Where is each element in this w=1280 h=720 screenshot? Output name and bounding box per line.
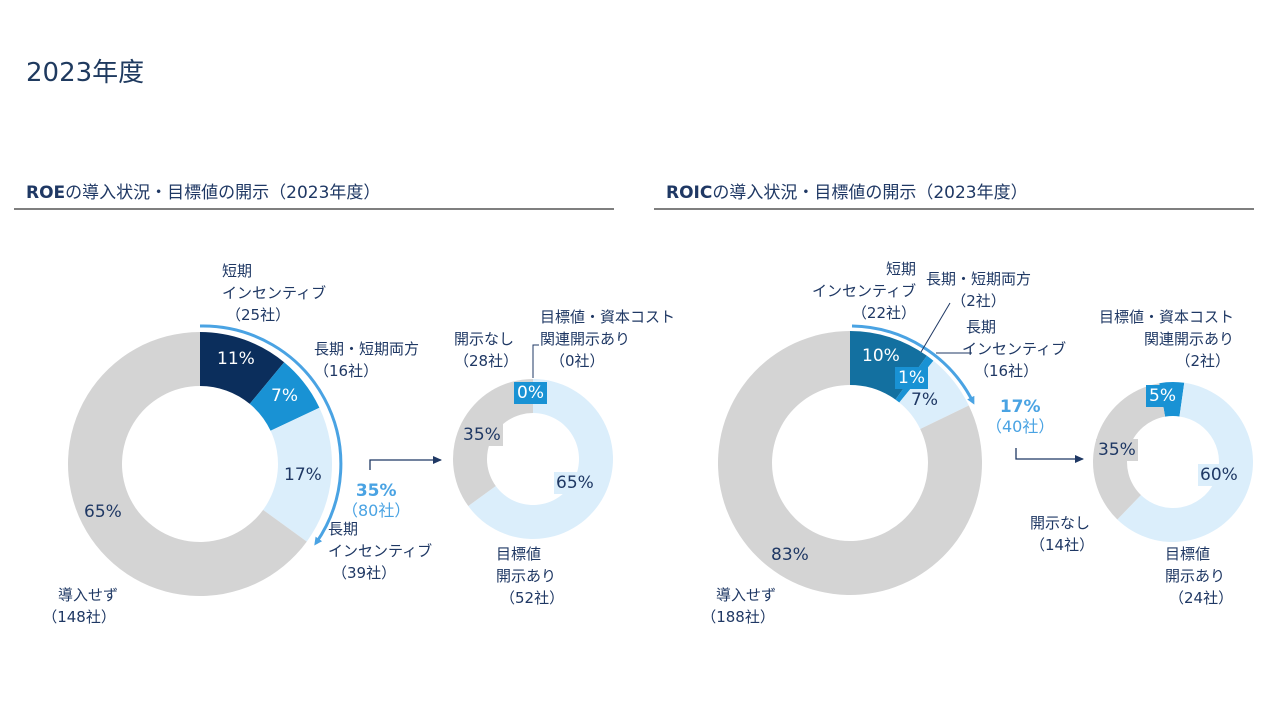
roe-section-header: ROEの導入状況・目標値の開示（2023年度） bbox=[14, 178, 614, 210]
roic-not-adopted-label-1: 導入せず bbox=[716, 586, 777, 604]
roe-both-label-1: 長期・短期両方 bbox=[314, 340, 420, 358]
roic-target-disclosed-label-2: 開示あり bbox=[1165, 567, 1226, 585]
roe-no-disclosure-slice bbox=[453, 379, 533, 507]
roic-target-disclosed-slice bbox=[1117, 382, 1253, 542]
page-title: 2023年度 bbox=[26, 58, 145, 88]
roic-short-term-pct: 10% bbox=[862, 346, 900, 366]
roic-short-term-label-1: 短期 bbox=[885, 260, 916, 278]
roe-capital-cost-count: （0社） bbox=[550, 352, 605, 370]
roe-long-term-label-1: 長期 bbox=[328, 520, 359, 538]
roic-both-label-1: 長期・短期両方 bbox=[926, 270, 1032, 288]
roe-short-term-slice bbox=[200, 332, 285, 404]
roe-not-adopted-label-1: 導入せず bbox=[58, 586, 119, 604]
roe-target-disclosed-label-1: 目標値 bbox=[496, 545, 542, 563]
roic-not-adopted-slice bbox=[718, 331, 983, 595]
roic-both-pct: 1% bbox=[895, 367, 928, 389]
roe-short-term-label: 短期 インセンティブ （25社） bbox=[222, 260, 326, 326]
roic-long-term-label-1: 長期 bbox=[966, 318, 997, 336]
roic-not-adopted-pct: 83% bbox=[771, 545, 809, 565]
roic-short-term-count: （22社） bbox=[851, 304, 916, 322]
roic-capital-cost-label: 目標値・資本コスト 関連開示あり （2社） bbox=[1074, 306, 1234, 372]
roic-target-disclosed-count: （24社） bbox=[1169, 589, 1234, 607]
roic-capital-cost-count: （2社） bbox=[1175, 352, 1230, 370]
roic-total-pct: 17% bbox=[999, 397, 1041, 417]
roic-both-label: 長期・短期両方 （2社） bbox=[926, 268, 1031, 312]
roic-no-disclosure-label: 開示なし （14社） bbox=[1030, 512, 1094, 556]
roic-no-disclosure-count: （14社） bbox=[1030, 536, 1095, 554]
roe-short-term-label-1: 短期 bbox=[222, 262, 253, 280]
roic-short-term-label: 短期 インセンティブ （22社） bbox=[812, 258, 916, 324]
roic-capital-cost-label-1: 目標値・資本コスト bbox=[1098, 308, 1234, 326]
roic-long-term-pct: 7% bbox=[911, 390, 938, 410]
roe-no-disclosure-pct: 35% bbox=[461, 424, 503, 446]
roe-target-disclosed-label: 目標値 開示あり （52社） bbox=[496, 543, 564, 609]
roic-long-term-label-2: インセンティブ bbox=[962, 340, 1067, 358]
roe-header-text: ROEの導入状況・目標値の開示（2023年度） bbox=[26, 178, 380, 203]
roe-target-disclosed-count: （52社） bbox=[500, 589, 565, 607]
roic-header-bold: ROIC bbox=[666, 183, 713, 203]
roe-capital-cost-label: 目標値・資本コスト 関連開示あり （0社） bbox=[540, 306, 675, 372]
roe-main-donut bbox=[68, 332, 333, 596]
roe-short-term-label-2: インセンティブ bbox=[222, 284, 327, 302]
roic-main-donut bbox=[718, 331, 983, 595]
roic-total-adopted: 17% （40社） bbox=[986, 397, 1054, 437]
roe-both-slice bbox=[249, 362, 320, 431]
roe-long-term-count: （39社） bbox=[332, 564, 397, 582]
roe-zero-leader-line bbox=[532, 344, 539, 378]
roic-both-count: （2社） bbox=[951, 292, 1006, 310]
roe-total-count: （80社） bbox=[342, 501, 411, 520]
roe-both-count: （16社） bbox=[314, 362, 379, 380]
roe-short-term-count: （25社） bbox=[226, 306, 291, 324]
roe-capital-cost-pct: 0% bbox=[514, 382, 547, 404]
roic-total-count: （40社） bbox=[986, 417, 1055, 436]
roe-no-disclosure-count: （28社） bbox=[454, 352, 519, 370]
roe-long-term-slice bbox=[263, 407, 333, 542]
roic-capital-cost-pct: 5% bbox=[1146, 385, 1179, 407]
roe-not-adopted-count: （148社） bbox=[42, 608, 116, 626]
roic-target-disclosed-pct: 60% bbox=[1198, 464, 1240, 486]
roe-total-adopted: 35% （80社） bbox=[342, 481, 410, 521]
roic-capital-cost-label-2: 関連開示あり bbox=[1143, 330, 1234, 348]
roe-no-disclosure-label: 開示なし （28社） bbox=[454, 328, 518, 372]
roic-no-disclosure-slice bbox=[1093, 383, 1166, 520]
roe-long-term-label-2: インセンティブ bbox=[328, 542, 433, 560]
roic-no-disclosure-pct: 35% bbox=[1096, 439, 1138, 461]
roe-not-adopted-label: 導入せず （148社） bbox=[40, 584, 118, 628]
roe-both-label: 長期・短期両方 （16社） bbox=[314, 338, 419, 382]
roic-section-header: ROICの導入状況・目標値の開示（2023年度） bbox=[654, 178, 1254, 210]
roe-long-term-pct: 17% bbox=[284, 465, 322, 485]
roic-header-rest: の導入状況・目標値の開示（2023年度） bbox=[712, 183, 1028, 203]
roe-sub-donut bbox=[453, 379, 613, 539]
roe-total-pct: 35% bbox=[355, 481, 397, 501]
roe-connector-arrow bbox=[369, 456, 442, 470]
roic-both-leader-line bbox=[920, 302, 951, 353]
roic-not-adopted-count: （188社） bbox=[701, 608, 775, 626]
roe-long-term-label: 長期 インセンティブ （39社） bbox=[328, 518, 432, 584]
roe-target-disclosed-label-2: 開示あり bbox=[496, 567, 557, 585]
roic-target-disclosed-label-1: 目標値 bbox=[1165, 545, 1211, 563]
roic-target-disclosed-label: 目標値 開示あり （24社） bbox=[1165, 543, 1233, 609]
roe-header-bold: ROE bbox=[26, 183, 66, 203]
roe-not-adopted-slice bbox=[68, 332, 307, 596]
roe-header-rest: の導入状況・目標値の開示（2023年度） bbox=[65, 183, 381, 203]
roic-not-adopted-label: 導入せず （188社） bbox=[700, 584, 776, 628]
roic-header-text: ROICの導入状況・目標値の開示（2023年度） bbox=[666, 178, 1028, 203]
roe-not-adopted-pct: 65% bbox=[84, 502, 122, 522]
roe-target-disclosed-slice bbox=[468, 379, 613, 539]
roic-long-term-label: 長期 インセンティブ （16社） bbox=[962, 316, 1066, 382]
roic-long-term-slice bbox=[899, 360, 969, 430]
roe-short-term-pct: 11% bbox=[217, 349, 255, 369]
roe-no-disclosure-label-1: 開示なし bbox=[454, 330, 515, 348]
roe-target-disclosed-pct: 65% bbox=[554, 472, 596, 494]
roic-connector-arrow bbox=[1015, 448, 1084, 463]
roic-adoption-arc-arrow bbox=[851, 324, 975, 405]
roe-adoption-arc-arrow bbox=[199, 324, 343, 546]
roe-capital-cost-label-1: 目標値・資本コスト bbox=[540, 308, 676, 326]
roic-no-disclosure-label-1: 開示なし bbox=[1030, 514, 1091, 532]
roic-long-term-count: （16社） bbox=[974, 362, 1039, 380]
roe-capital-cost-label-2: 関連開示あり bbox=[540, 330, 631, 348]
roe-both-pct: 7% bbox=[271, 386, 298, 406]
roic-short-term-label-2: インセンティブ bbox=[812, 282, 917, 300]
